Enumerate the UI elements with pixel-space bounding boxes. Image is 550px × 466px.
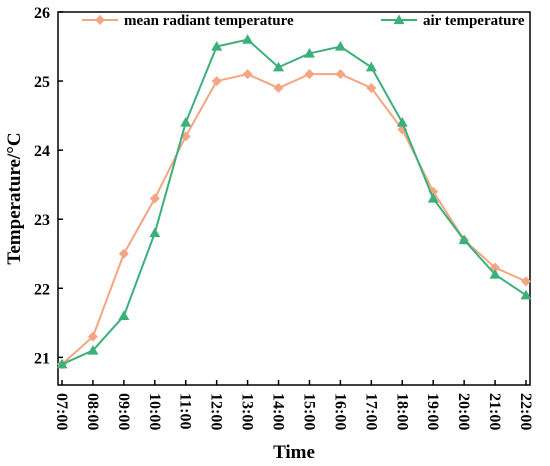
series-line — [61, 73, 527, 366]
x-tick-label: 22:00 — [517, 393, 534, 430]
y-axis-title: Temperature/°C — [4, 132, 25, 264]
y-tick-label: 24 — [34, 143, 50, 160]
legend: mean radiant temperature air temperature — [82, 13, 525, 29]
plot-frame — [57, 11, 531, 386]
legend-label: air temperature — [423, 13, 525, 29]
data-point-triangle — [458, 234, 470, 245]
data-point-diamond — [211, 76, 222, 87]
plot-border — [57, 11, 531, 386]
x-axis-title: Time — [273, 442, 315, 463]
x-tick-label: 20:00 — [455, 393, 472, 430]
data-point-diamond — [149, 193, 160, 204]
y-tick-label: 21 — [34, 350, 50, 367]
x-tick-label: 09:00 — [115, 393, 132, 430]
x-tick-label: 11:00 — [177, 393, 194, 429]
data-point-triangle — [396, 117, 408, 127]
data-point-diamond — [521, 276, 531, 287]
data-point-diamond — [95, 15, 105, 25]
data-point-triangle — [211, 41, 223, 51]
data-point-triangle — [303, 47, 315, 58]
data-point-diamond — [87, 331, 98, 342]
data-point-diamond — [242, 69, 253, 80]
legend-item-1: mean radiant temperature — [82, 13, 294, 29]
series-line — [61, 38, 527, 366]
x-tick-label: 10:00 — [146, 393, 163, 430]
data-point-triangle — [180, 117, 192, 127]
y-axis-ticks: 21 22 23 24 25 26 — [34, 5, 63, 367]
y-tick-label: 25 — [34, 74, 50, 91]
x-tick-label: 16:00 — [331, 393, 348, 430]
data-point-triangle — [427, 193, 439, 203]
data-point-triangle — [489, 268, 501, 279]
x-tick-label: 17:00 — [362, 393, 379, 430]
x-tick-label: 08:00 — [84, 393, 101, 430]
data-point-triangle — [118, 310, 130, 321]
data-point-triangle — [149, 227, 161, 238]
x-axis-ticks: 07:00 08:00 09:00 10:00 11:00 12:00 13:00 14:00… — [53, 380, 534, 430]
x-tick-label: 13:00 — [239, 393, 256, 430]
series-layer — [56, 34, 532, 370]
x-tick-label: 19:00 — [424, 393, 441, 430]
data-point-diamond — [335, 69, 346, 80]
y-tick-label: 23 — [34, 212, 50, 229]
x-tick-label: 12:00 — [208, 393, 225, 430]
series-1 — [57, 69, 531, 370]
data-point-diamond — [273, 82, 284, 93]
data-point-triangle — [393, 14, 405, 25]
y-tick-label: 26 — [34, 5, 50, 22]
x-tick-label: 18:00 — [393, 393, 410, 430]
series-2 — [56, 34, 532, 369]
data-point-triangle — [520, 289, 532, 300]
data-point-triangle — [56, 358, 68, 369]
x-tick-label: 07:00 — [53, 393, 70, 430]
data-point-triangle — [365, 61, 377, 72]
data-point-diamond — [490, 262, 501, 273]
legend-item-2: air temperature — [381, 13, 525, 29]
data-point-triangle — [334, 41, 346, 51]
x-tick-label: 14:00 — [270, 393, 287, 430]
x-tick-label: 21:00 — [486, 393, 503, 430]
data-point-diamond — [366, 82, 377, 93]
data-point-triangle — [273, 61, 285, 72]
x-tick-label: 15:00 — [300, 393, 317, 430]
data-point-triangle — [242, 34, 254, 44]
y-tick-label: 22 — [34, 281, 50, 298]
data-point-triangle — [87, 344, 99, 355]
data-point-diamond — [304, 69, 315, 80]
data-point-diamond — [118, 248, 129, 259]
legend-label: mean radiant temperature — [124, 13, 294, 29]
